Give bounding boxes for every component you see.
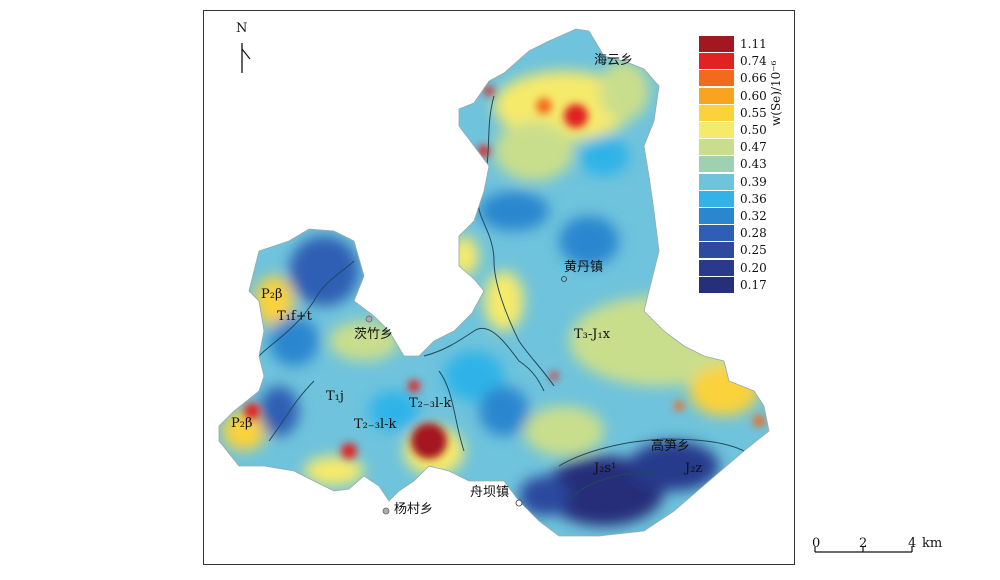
legend-swatch (699, 242, 734, 259)
legend-value: 0.39 (740, 174, 767, 189)
legend-value: 0.20 (740, 260, 767, 275)
legend-swatch (699, 104, 734, 121)
place-yangcun: 杨村乡 (394, 502, 434, 517)
legend-swatch (699, 225, 734, 242)
scale-label-0: 0 (812, 536, 821, 551)
legend-value: 0.50 (740, 123, 767, 137)
town-marker-maozhu (365, 315, 373, 323)
legend-value: 0.32 (740, 209, 767, 223)
legend-value: 0.25 (740, 243, 767, 258)
scale-bar: 0 2 4 km (812, 535, 962, 565)
legend-value: 0.74 (740, 54, 767, 69)
legend-value: 0.47 (740, 140, 767, 155)
legend-swatch (699, 156, 734, 173)
town-marker-huangdan (561, 276, 567, 282)
place-haiyun: 海云乡 (594, 53, 634, 68)
legend-swatch (699, 70, 734, 87)
scale-label-unit: km (922, 536, 943, 551)
legend-value: 0.28 (740, 226, 767, 241)
legend-swatch (699, 139, 734, 156)
legend-value: 0.43 (740, 157, 767, 172)
legend-swatch (699, 208, 734, 224)
selenium-map (218, 28, 770, 537)
legend-swatch (699, 87, 734, 104)
legend-swatch (699, 259, 734, 276)
legend-title: w(Se)/10⁻⁶ (769, 60, 783, 126)
legend-value: 0.17 (740, 277, 767, 292)
map-frame: N 海云乡 黄丹镇 茨竹乡 杨村乡 舟坝镇 高笋乡 P₂β T₁f+t T₁j … (203, 10, 795, 565)
formation-t1j: T₁j (326, 389, 344, 404)
formation-p2b-south: P₂β (231, 416, 253, 431)
formation-t23lk-west: T₂₋₃l-k (354, 417, 397, 432)
town-marker-yangcun (382, 507, 390, 515)
north-label: N (236, 21, 248, 36)
formation-j2s: J₂s¹ (594, 461, 617, 476)
scale-bar-line (814, 547, 913, 553)
legend-value: 0.36 (740, 191, 767, 206)
town-marker-zhouba (515, 499, 523, 507)
formation-p2b-north: P₂β (261, 287, 283, 302)
scale-label-2: 2 (859, 536, 868, 551)
formation-t3j1x: T₃-J₁x (574, 327, 611, 342)
legend-value: 1.11 (740, 37, 767, 51)
legend-swatch (699, 190, 734, 207)
legend-swatch (699, 122, 734, 138)
formation-j2z: J₂z (685, 461, 703, 476)
place-huangdan: 黄丹镇 (564, 260, 604, 275)
formation-t23lk-east: T₂₋₃l-k (409, 396, 452, 411)
north-arrow-icon (241, 43, 251, 73)
legend-value: 0.66 (740, 71, 767, 86)
legend-swatch (699, 276, 734, 293)
formation-t1ft: T₁f+t (277, 309, 312, 324)
legend-swatch (699, 36, 734, 52)
place-zhouba: 舟坝镇 (470, 485, 510, 500)
place-maozhu: 茨竹乡 (354, 327, 394, 342)
legend-value: 0.60 (740, 88, 767, 103)
legend-swatch (699, 173, 734, 190)
legend-swatch (699, 53, 734, 70)
scale-label-4: 4 (908, 536, 917, 551)
legend-value: 0.55 (740, 105, 767, 120)
place-gaosun: 高笋乡 (651, 439, 691, 454)
